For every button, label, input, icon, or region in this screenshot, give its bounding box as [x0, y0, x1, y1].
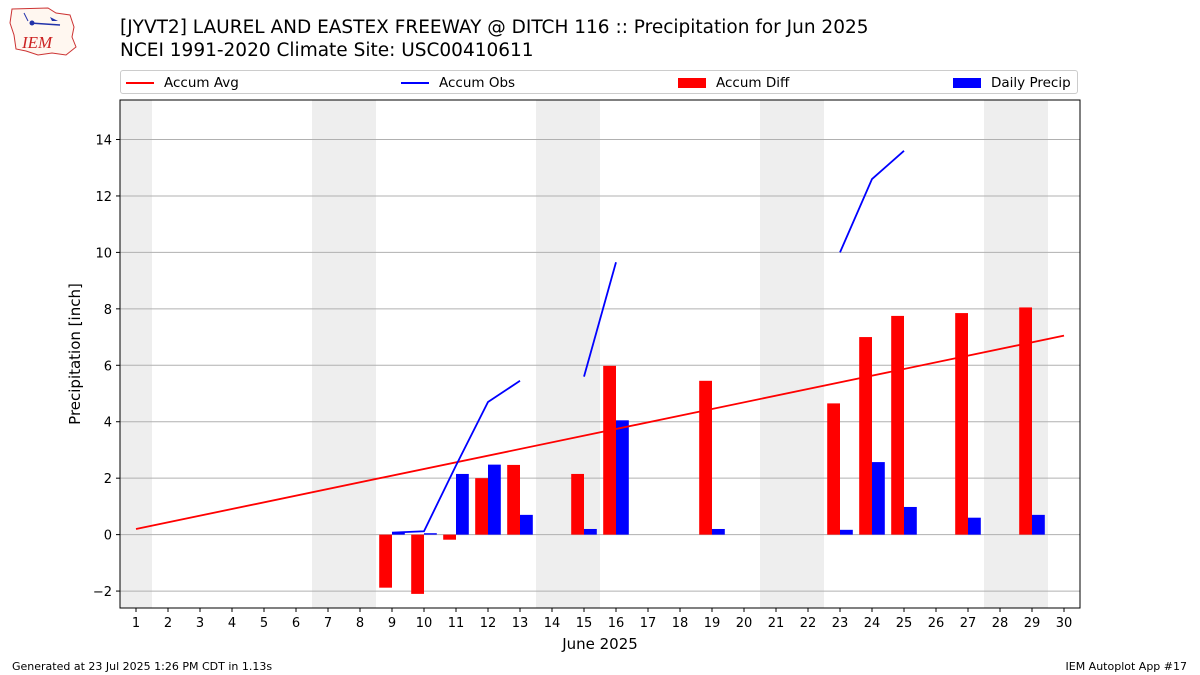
legend-swatch-accum-diff [678, 78, 706, 88]
y-tick-label: −2 [93, 585, 112, 600]
legend-swatch-accum-obs [401, 82, 429, 84]
y-tick-label: 0 [104, 529, 112, 544]
x-tick-label: 3 [196, 616, 204, 631]
x-tick-label: 15 [576, 616, 593, 631]
x-tick-label: 16 [608, 616, 625, 631]
accum-diff-bar [827, 403, 840, 535]
accum-diff-bar [859, 337, 872, 535]
daily-precip-bar [968, 517, 981, 535]
generated-footer: Generated at 23 Jul 2025 1:26 PM CDT in … [12, 660, 273, 673]
daily-precip-bar [520, 514, 533, 535]
accum-obs-line-segment [839, 150, 905, 253]
y-tick-label: 8 [104, 303, 112, 318]
x-tick-label: 20 [736, 616, 753, 631]
legend-label-accum-diff: Accum Diff [716, 75, 790, 91]
accum-diff-bar [571, 473, 584, 535]
x-tick-label: 27 [960, 616, 977, 631]
daily-precip-bar [1032, 514, 1045, 535]
y-tick-label: 14 [95, 134, 112, 149]
legend-item-accum-avg: Accum Avg [126, 74, 239, 92]
x-tick-label: 1 [132, 616, 140, 631]
x-tick-label: 2 [164, 616, 172, 631]
plot-frame [119, 99, 1081, 609]
daily-precip-bar [456, 473, 469, 535]
chart-title: [JYVT2] LAUREL AND EASTEX FREEWAY @ DITC… [120, 17, 869, 38]
x-tick-label: 21 [768, 616, 785, 631]
daily-precip-bar [616, 420, 629, 535]
daily-precip-bar [392, 532, 405, 535]
x-tick-label: 11 [448, 616, 465, 631]
x-tick-label: 6 [292, 616, 300, 631]
y-tick-label: 10 [95, 246, 112, 261]
x-tick-label: 28 [992, 616, 1009, 631]
daily-precip-bar [904, 506, 917, 535]
accum-obs-line-segment [583, 262, 617, 377]
x-tick-label: 9 [388, 616, 396, 631]
x-tick-label: 10 [416, 616, 433, 631]
weekend-shade-3 [760, 100, 824, 608]
legend-item-daily-precip: Daily Precip [953, 74, 1071, 92]
legend-swatch-daily-precip [953, 78, 981, 88]
accum-diff-bar [411, 534, 424, 594]
legend-label-accum-obs: Accum Obs [439, 75, 516, 91]
legend-swatch-accum-avg [126, 82, 154, 84]
y-tick-label: 6 [104, 359, 112, 374]
accum-diff-bar [443, 534, 456, 540]
accum-diff-bar [891, 315, 904, 535]
x-tick-label: 5 [260, 616, 268, 631]
accum-avg-line [135, 334, 1065, 530]
x-tick-label: 25 [896, 616, 913, 631]
legend: Accum Avg Accum Obs Accum Diff Daily Pre… [120, 70, 1078, 94]
accum-diff-bar [1019, 307, 1032, 535]
daily-precip-bar [872, 462, 885, 535]
x-tick-label: 19 [704, 616, 721, 631]
x-tick-label: 23 [832, 616, 849, 631]
chart-subtitle: NCEI 1991-2020 Climate Site: USC00410611 [120, 40, 534, 61]
accum-diff-bar [507, 464, 520, 535]
legend-label-accum-avg: Accum Avg [164, 75, 239, 91]
y-tick-label: 4 [104, 416, 112, 431]
weekend-shade-1 [312, 100, 376, 608]
accum-diff-bar [603, 365, 616, 535]
daily-precip-bar [712, 528, 725, 535]
x-tick-label: 22 [800, 616, 817, 631]
x-tick-label: 4 [228, 616, 236, 631]
x-tick-label: 26 [928, 616, 945, 631]
y-axis-label: Precipitation [inch] [66, 283, 84, 425]
accum-diff-bar [379, 534, 392, 588]
app-footer: IEM Autoplot App #17 [1065, 660, 1188, 673]
x-tick-label: 17 [640, 616, 657, 631]
daily-precip-bar [840, 529, 853, 535]
x-tick-label: 18 [672, 616, 689, 631]
x-tick-label: 24 [864, 616, 881, 631]
weekend-shade-0 [120, 100, 152, 608]
daily-precip-bar [424, 533, 437, 535]
x-tick-label: 7 [324, 616, 332, 631]
x-tick-label: 8 [356, 616, 364, 631]
y-tick-label: 12 [95, 190, 112, 205]
daily-precip-bar [584, 528, 597, 535]
accum-obs-line-segment [391, 380, 521, 534]
legend-item-accum-diff: Accum Diff [678, 74, 789, 92]
x-tick-label: 14 [544, 616, 561, 631]
daily-precip-bar [488, 464, 501, 535]
x-tick-label: 12 [480, 616, 497, 631]
x-axis-label: June 2025 [561, 635, 638, 653]
iem-logo: IEM [9, 7, 77, 56]
accum-diff-bar [699, 380, 712, 535]
accum-diff-bar [475, 478, 488, 535]
legend-item-accum-obs: Accum Obs [401, 74, 515, 92]
x-tick-label: 29 [1024, 616, 1041, 631]
logo-text: IEM [21, 33, 53, 52]
legend-label-daily-precip: Daily Precip [991, 75, 1071, 91]
accum-diff-bar [955, 313, 968, 535]
x-tick-label: 13 [512, 616, 529, 631]
weekend-shade-2 [536, 100, 600, 608]
y-tick-label: 2 [104, 472, 112, 487]
x-tick-label: 30 [1056, 616, 1073, 631]
